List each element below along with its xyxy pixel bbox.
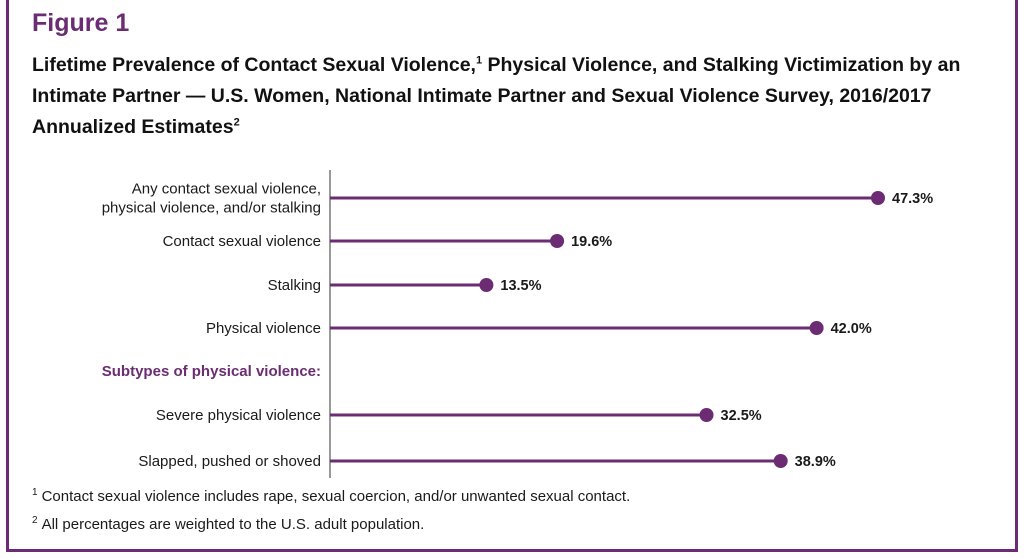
title-footnote-2: 2: [233, 116, 240, 129]
category-label: Stalking: [268, 277, 321, 294]
value-label: 38.9%: [795, 454, 836, 470]
lollipop-dot: [550, 234, 565, 248]
value-label: 13.5%: [500, 278, 541, 294]
category-label: Physical violence: [206, 320, 321, 337]
subtypes-heading: Subtypes of physical violence:: [102, 363, 321, 380]
category-label: physical violence, and/or stalking: [102, 200, 321, 217]
footnote-1-marker: 1: [32, 487, 38, 498]
lollipop-dot: [809, 321, 824, 335]
footnote-1: 1 Contact sexual violence includes rape, …: [32, 487, 631, 506]
footnote-2-text: All percentages are weighted to the U.S.…: [41, 516, 425, 533]
category-label: Severe physical violence: [156, 407, 321, 424]
category-label: Slapped, pushed or shoved: [138, 453, 321, 470]
value-label: 19.6%: [571, 234, 612, 250]
figure-frame: [6, 0, 1018, 552]
title-footnote-1: 1: [475, 54, 483, 67]
footnote-2-marker: 2: [32, 515, 38, 526]
chart-title: Lifetime Prevalence of Contact Sexual Vi…: [32, 50, 1007, 143]
lollipop-dot: [773, 454, 788, 468]
value-label: 42.0%: [831, 321, 872, 337]
lollipop-dot: [871, 191, 885, 205]
value-label: 32.5%: [721, 408, 762, 424]
figure-label: Figure 1: [32, 9, 130, 37]
footnote-1-text: Contact sexual violence includes rape, s…: [41, 488, 631, 505]
value-label: 47.3%: [892, 191, 933, 207]
lollipop-chart: 47.3% Any contact sexual violence, physica…: [102, 170, 933, 478]
title-part-2: Physical Violence, and Stalking Victimiz…: [32, 54, 961, 138]
footnote-2: 2 All percentages are weighted to the U.S…: [32, 515, 425, 534]
lollipop-dot: [479, 278, 494, 292]
title-part-1: Lifetime Prevalence of Contact Sexual Vi…: [32, 54, 476, 76]
lollipop-dot: [699, 408, 714, 422]
category-label: Contact sexual violence: [163, 233, 321, 250]
category-label: Any contact sexual violence,: [132, 181, 321, 198]
